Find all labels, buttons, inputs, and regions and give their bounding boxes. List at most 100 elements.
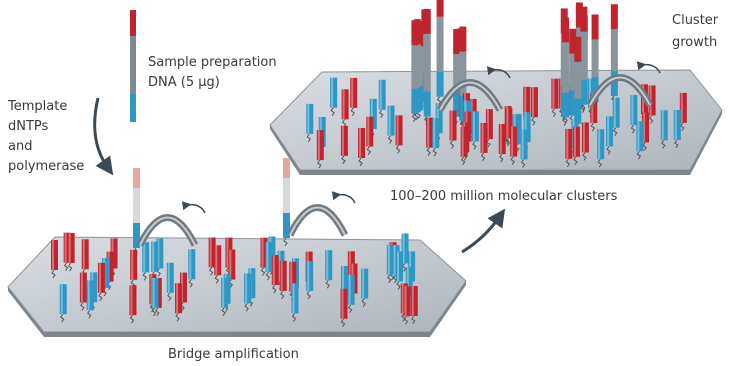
pin-red [453,29,460,54]
pin-red [459,27,466,52]
pin-shine [405,286,407,316]
pin-shine [343,89,345,119]
reagents-label: Template [7,99,67,114]
pin-shine [574,127,576,157]
pin-shine [583,122,585,152]
pin-grey [424,34,431,92]
pin-shine [168,263,170,293]
pin-red [611,4,618,29]
pin-shine [226,238,228,268]
pin-shine [65,233,67,263]
pin [437,0,444,105]
reagents-label: dNTPs [8,119,49,134]
pin-grey [133,188,140,223]
pin [580,7,587,113]
pin-shine [130,285,132,315]
pin-shine [675,110,677,140]
pin-shine [506,108,508,138]
pin-blue [437,72,444,97]
pin-shine [307,261,309,291]
pin-grey [411,45,418,88]
flow-arrow [462,216,500,252]
pin-shine [397,115,399,145]
pin-grey [592,39,599,77]
reagents-label: polymerase [8,159,84,174]
pin-shine [176,283,178,313]
pin-shine [607,116,609,146]
pin-shine [331,78,333,108]
flow-arrow [95,98,108,168]
pin-shine [52,240,54,270]
pin-shine [412,286,414,316]
pin-shine [281,261,283,291]
pin-shine [367,117,369,147]
pin-shine [342,289,344,319]
strand-blue [130,94,136,122]
pin-red [562,17,569,42]
pin-shine [631,95,633,125]
pin-grey [562,42,569,92]
pin-shine [293,283,295,313]
pin-shine [511,127,513,157]
pin-shine [402,283,404,313]
pin-blue [562,93,569,118]
pin-shine [351,78,353,108]
pin-shine [637,121,639,151]
pin [611,4,618,104]
pin-red [411,20,418,45]
pin-shine [552,79,554,109]
pin-shine [462,127,464,157]
bridge-caption: Bridge amplification [168,347,299,362]
pin-pink [133,168,140,188]
pin-shine [326,250,328,280]
growth-arrow [187,205,205,213]
pin-shine [614,98,616,128]
growth-label: growth [672,35,717,50]
pin-shine [451,111,453,141]
sample-label: Sample preparation [148,55,277,70]
pin-shine [61,284,63,314]
diagram: Sample preparation DNA (5 μg) Template d… [0,0,732,366]
pin-shine [88,280,90,310]
pin-red [592,14,599,39]
pin-shine [427,118,429,148]
pin-shine [215,245,217,275]
pin-shine [349,275,351,305]
pin [574,37,581,132]
growth-label: Cluster [672,13,719,28]
pin-shine [500,124,502,154]
pin-shine [266,242,268,272]
pin-shine [131,250,133,280]
pin [411,20,418,121]
pin-shine [394,245,396,275]
pin-shine [152,242,154,272]
pin [562,17,569,125]
pin-shine [522,129,524,159]
pin-shine [598,129,600,159]
clusters-caption: 100–200 million molecular clusters [390,189,618,204]
pin-shine [566,129,568,159]
pin-shine [245,273,247,303]
pin-shine [210,237,212,267]
bridge-arch-light [290,208,345,236]
reagents-label: and [8,139,32,154]
pin-shine [342,126,344,156]
pin-shine [189,249,191,279]
pin-red [574,37,581,62]
sample-strand [130,10,136,122]
pin-shine [99,263,101,293]
pin-shine [389,106,391,136]
strand-grey [130,36,136,94]
pin-shine [380,80,382,110]
pin-red [437,0,444,17]
pin-shine [388,245,390,275]
pin-shine [318,130,320,160]
pin [424,9,431,125]
pin-shine [532,87,534,117]
pin-shine [69,233,71,263]
pin-shine [433,118,435,148]
pin-shine [662,110,664,140]
pin-shine [153,278,155,308]
sample-label: DNA (5 μg) [148,75,220,90]
strand-red [130,10,136,36]
